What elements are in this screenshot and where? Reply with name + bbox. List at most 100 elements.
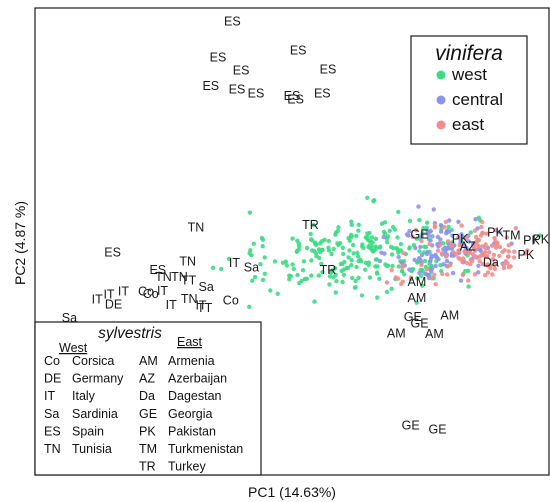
vinifera-point-west	[336, 225, 341, 230]
vinifera-point-west	[311, 222, 316, 228]
vinifera-point-west	[398, 241, 404, 247]
vinifera-point-west	[396, 264, 401, 269]
vinifera-point-west	[354, 264, 359, 270]
vinifera-point-central	[476, 263, 481, 268]
vinifera-point-east	[472, 228, 478, 233]
vinifera-point-west	[262, 271, 267, 276]
vinifera-point-west	[384, 289, 390, 295]
vinifera-point-west	[384, 263, 390, 268]
vinifera-point-east	[447, 263, 453, 268]
vinifera-point-central	[458, 278, 464, 283]
sylvestris-point-label: ES	[290, 43, 307, 57]
sylvestris-point-label: Co	[138, 285, 154, 299]
sylvestris-point-label: TT	[181, 273, 197, 287]
sylvestris-point-label: Da	[483, 256, 499, 270]
x-axis-label: PC1 (14.63%)	[248, 484, 336, 500]
sylvestris-point-label: ES	[229, 82, 246, 96]
key-name-east: Dagestan	[168, 389, 222, 403]
vinifera-point-east	[454, 252, 459, 257]
vinifera-point-east	[506, 249, 511, 254]
key-code-east: TR	[139, 460, 156, 474]
vinifera-point-west	[309, 258, 314, 263]
vinifera-point-central	[419, 234, 424, 239]
vinifera-point-west	[219, 266, 224, 272]
key-code-east: PK	[139, 424, 156, 438]
vinifera-point-east	[449, 243, 454, 249]
vinifera-point-west	[415, 276, 420, 281]
vinifera-point-east	[432, 272, 437, 277]
sylvestris-point-label: Sa	[244, 260, 259, 274]
vinifera-point-central	[447, 218, 452, 223]
key-name-east: Armenia	[168, 354, 215, 368]
vinifera-point-east	[477, 259, 482, 264]
key-code-east: GE	[139, 407, 157, 421]
vinifera-point-central	[407, 267, 412, 272]
vinifera-point-west	[326, 238, 331, 244]
vinifera-point-west	[252, 274, 258, 280]
vinifera-point-east	[493, 228, 498, 233]
vinifera-point-west	[301, 259, 307, 264]
sylvestris-key-entries: Co Corsica DE Germany IT Italy Sa Sardinia ES Spa…	[44, 354, 243, 474]
vinifera-point-west	[333, 272, 338, 277]
vinifera-point-central	[419, 252, 425, 258]
sylvestris-point-label: PK	[452, 232, 469, 246]
key-name-west: Tunisia	[72, 442, 112, 456]
vinifera-point-west	[417, 249, 422, 254]
vinifera-point-west	[341, 272, 347, 278]
vinifera-point-east	[464, 250, 469, 255]
vinifera-point-central	[431, 207, 436, 212]
key-name-east: Georgia	[168, 407, 213, 421]
vinifera-point-west	[345, 265, 351, 270]
sylvestris-point-label: TN	[179, 254, 196, 268]
sylvestris-point-label: IT	[157, 284, 168, 298]
vinifera-point-west	[377, 276, 382, 281]
vinifera-point-west	[389, 286, 394, 291]
vinifera-point-central	[450, 270, 456, 276]
vinifera-point-central	[399, 260, 404, 265]
vinifera-point-central	[459, 232, 464, 237]
vinifera-point-west	[375, 264, 380, 269]
vinifera-point-east	[506, 265, 512, 270]
vinifera-point-east	[419, 238, 424, 244]
vinifera-point-east	[460, 272, 465, 278]
vinifera-point-west	[463, 268, 468, 274]
vinifera-point-central	[473, 217, 478, 222]
vinifera-point-central	[436, 257, 441, 262]
legend-label-east: east	[452, 115, 484, 134]
vinifera-point-central	[466, 239, 471, 244]
vinifera-legend-entries: west central east	[436, 65, 503, 134]
vinifera-point-west	[334, 279, 339, 284]
sylvestris-point-label: Sa	[199, 280, 214, 294]
vinifera-point-west	[347, 248, 352, 253]
vinifera-point-west	[260, 244, 265, 249]
vinifera-point-west	[373, 236, 378, 241]
vinifera-point-west	[297, 280, 302, 286]
vinifera-point-east	[480, 230, 486, 236]
vinifera-point-east	[442, 224, 447, 230]
vinifera-legend-box	[410, 35, 528, 145]
key-name-east: Azerbaijan	[168, 372, 227, 386]
vinifera-point-central	[423, 271, 428, 276]
sylvestris-point-label: IT	[195, 299, 206, 313]
vinifera-point-east	[401, 250, 406, 256]
vinifera-point-west	[365, 231, 370, 236]
vinifera-point-central	[430, 234, 435, 239]
sylvestris-point-label: GE	[410, 228, 428, 242]
sylvestris-point-label: IT	[166, 298, 177, 312]
legend-marker-east	[436, 120, 446, 130]
key-name-west: Germany	[72, 372, 124, 386]
sylvestris-point-label: ES	[149, 263, 166, 277]
vinifera-point-east	[487, 250, 492, 255]
sylvestris-point-label: ES	[224, 14, 241, 28]
vinifera-point-central	[406, 233, 411, 238]
vinifera-point-west	[304, 245, 310, 251]
vinifera-point-east	[459, 223, 464, 228]
key-name-west: Corsica	[72, 354, 114, 368]
vinifera-point-west	[309, 273, 314, 278]
vinifera-point-east	[481, 251, 486, 256]
vinifera-point-east	[439, 251, 445, 256]
vinifera-point-west	[210, 265, 216, 270]
vinifera-point-west	[335, 228, 340, 234]
sylvestris-point-label: ES	[248, 87, 265, 101]
vinifera-point-east	[493, 245, 499, 250]
